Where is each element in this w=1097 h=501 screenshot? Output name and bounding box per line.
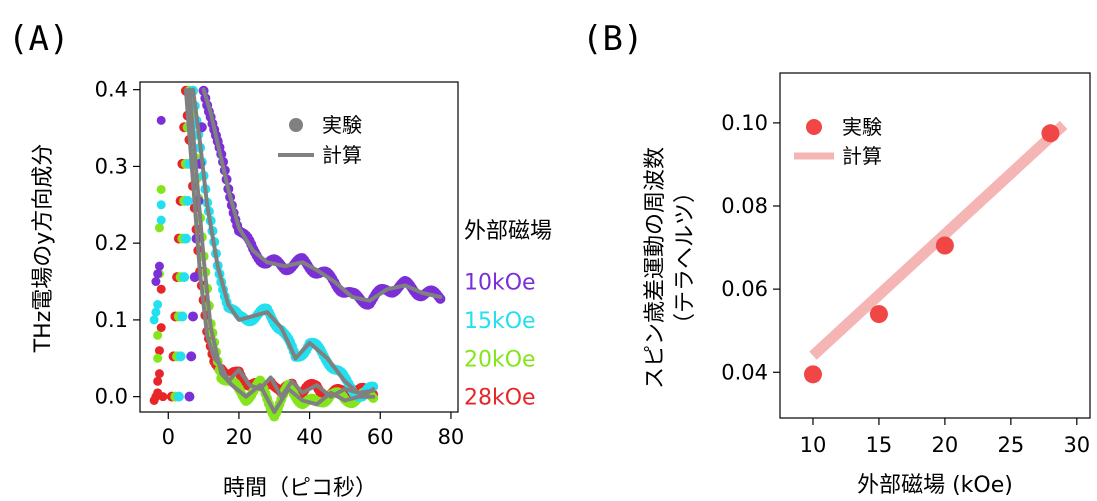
exp-point	[186, 351, 197, 362]
chart-b: 10 15 20 25 30 0.04 0.06 0.08 0.10 外部磁場 (kOe) スピ…	[643, 72, 1091, 498]
y-tick-label-b: 0.06	[721, 277, 768, 301]
chart-a: 0 20 40 60 80 0.0 0.1 0.2 0.3 0.4 時間（ピコ秒） THz電場のy…	[31, 78, 552, 501]
exp-point	[153, 269, 163, 279]
y-axis-subtitle-b: （テラヘルツ）	[673, 181, 698, 335]
x-tick-label-b: 25	[997, 433, 1024, 457]
legend-calc-label-b: 計算	[842, 144, 882, 168]
series-names-a: 10kOe 15kOe 20kOe 28kOe	[464, 271, 536, 411]
y-tick-label-a: 0.0	[95, 385, 128, 409]
exp-point	[153, 353, 163, 363]
exp-point	[188, 311, 198, 322]
y-tick-label-b: 0.08	[721, 194, 768, 218]
exp-point	[154, 369, 164, 379]
exp-point	[153, 330, 163, 340]
x-tick-label-b: 15	[866, 433, 893, 457]
legend-calc-label-a: 計算	[322, 143, 362, 167]
series-name-a: 10kOe	[464, 271, 536, 296]
panel-label-a: (A)	[8, 19, 69, 59]
axis-ticks-b: 10 15 20 25 30 0.04 0.06 0.08 0.10	[721, 111, 1090, 457]
exp-point	[154, 346, 164, 356]
legend-exp-marker-a	[289, 118, 303, 132]
exp-point	[869, 305, 888, 324]
x-tick-label-a: 60	[367, 425, 394, 449]
exp-point	[154, 261, 164, 271]
x-tick-label-a: 80	[438, 425, 465, 449]
series-data-a	[149, 85, 446, 422]
exp-point	[156, 184, 166, 194]
exp-point	[158, 392, 168, 402]
exp-point	[177, 311, 188, 322]
calc-curve	[191, 87, 376, 399]
x-tick-label-a: 20	[226, 425, 253, 449]
exp-point	[175, 351, 186, 362]
y-axis-title-a: THz電場のy方向成分	[31, 144, 56, 354]
exp-point	[156, 284, 166, 294]
exp-point	[156, 115, 166, 125]
exp-point	[935, 236, 954, 255]
exp-point	[149, 315, 159, 325]
plot-frame-b	[779, 72, 1091, 419]
calc-curve	[201, 87, 443, 303]
y-axis-title-b: スピン歳差運動の周波数	[643, 147, 668, 389]
axis-ticks-a: 0 20 40 60 80 0.0 0.1 0.2 0.3 0.4	[95, 78, 465, 449]
field-group-label: 外部磁場	[464, 219, 552, 244]
exp-point	[156, 200, 166, 210]
x-tick-label-b: 20	[932, 433, 959, 457]
calc-curve	[187, 87, 376, 414]
exp-point	[803, 365, 822, 384]
x-axis-title-b: 外部磁場 (kOe)	[857, 473, 1013, 498]
exp-point	[151, 277, 161, 287]
series-name-a: 20kOe	[464, 347, 536, 372]
y-tick-label-a: 0.1	[95, 308, 128, 332]
exp-point	[149, 395, 159, 405]
panel-label-b: (B)	[582, 19, 643, 59]
exp-point	[151, 307, 161, 317]
exp-point	[153, 376, 163, 386]
y-tick-label-a: 0.2	[95, 231, 128, 255]
exp-point	[182, 195, 193, 206]
series-data-b	[803, 120, 1068, 384]
exp-point	[184, 391, 195, 402]
exp-point	[156, 215, 166, 225]
y-tick-label-a: 0.3	[95, 154, 128, 178]
exp-point	[154, 223, 164, 233]
exp-point	[156, 323, 166, 333]
series-name-a: 15kOe	[464, 309, 536, 334]
exp-point	[180, 233, 191, 244]
y-tick-label-b: 0.10	[721, 111, 768, 135]
exp-point	[153, 300, 163, 310]
x-tick-label-a: 40	[296, 425, 323, 449]
x-tick-label-b: 30	[1063, 433, 1090, 457]
plot-frame-a	[139, 81, 459, 413]
exp-point	[179, 272, 190, 283]
legend-exp-label-a: 実験	[322, 113, 362, 137]
calc-curve	[183, 87, 376, 399]
legend-exp-marker-b	[806, 119, 822, 135]
exp-point	[173, 391, 184, 402]
exp-point	[1041, 124, 1060, 143]
series-name-a: 28kOe	[464, 386, 536, 411]
exp-point	[189, 272, 200, 283]
y-tick-label-b: 0.04	[721, 360, 768, 384]
x-tick-label-a: 0	[162, 425, 175, 449]
x-tick-label-b: 10	[800, 433, 827, 457]
x-axis-title-a: 時間（ピコ秒）	[223, 476, 377, 501]
y-tick-label-a: 0.4	[95, 78, 128, 102]
legend-exp-label-b: 実験	[842, 115, 882, 139]
